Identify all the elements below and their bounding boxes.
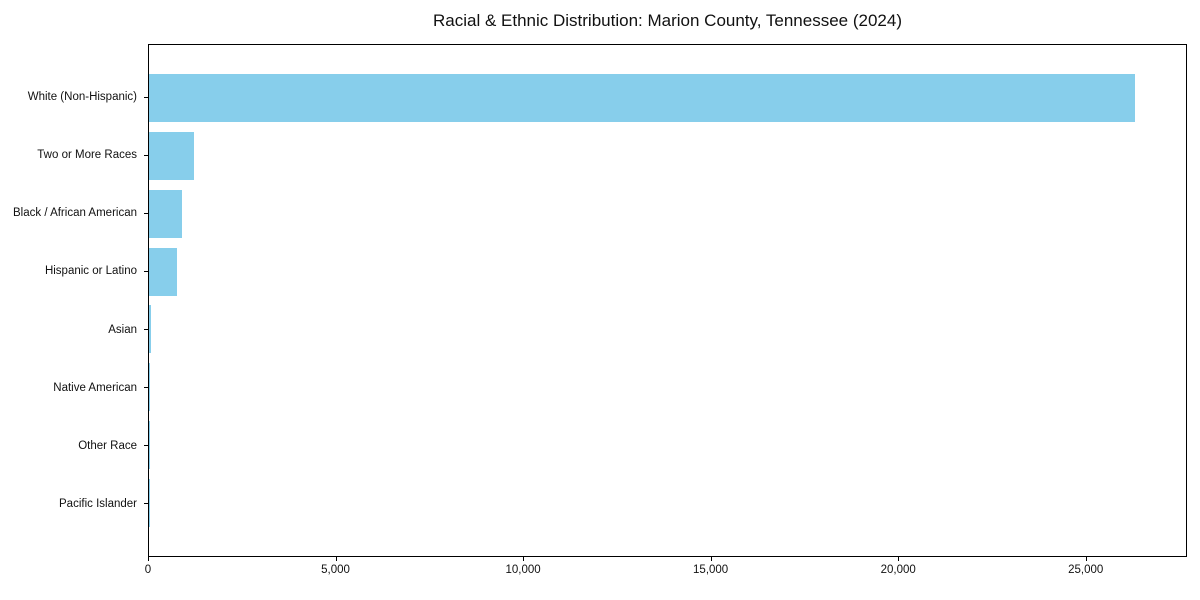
y-tick-mark	[144, 329, 148, 331]
y-tick-mark	[144, 212, 148, 214]
bar-row-asian	[149, 301, 1186, 359]
y-label-row-other-race: Other Race	[0, 417, 148, 475]
y-tick-mark	[144, 387, 148, 389]
x-tick-mark	[898, 557, 900, 561]
bar-asian	[149, 305, 151, 354]
y-label-row-pacific-islander: Pacific Islander	[0, 475, 148, 533]
bar-row-hispanic-or-latino	[149, 243, 1186, 301]
y-label-row-black-african-american: Black / African American	[0, 184, 148, 242]
x-tick-label: 20,000	[880, 564, 916, 576]
bar-row-pacific-islander	[149, 474, 1186, 532]
x-tick-label: 15,000	[693, 564, 729, 576]
x-tick-label: 25,000	[1068, 564, 1104, 576]
y-label-row-hispanic-or-latino: Hispanic or Latino	[0, 242, 148, 300]
y-label-row-two-or-more-races: Two or More Races	[0, 126, 148, 184]
bar-row-black-african-american	[149, 185, 1186, 243]
x-tick-mark	[523, 557, 525, 561]
bar-row-native-american	[149, 358, 1186, 416]
bar-row-other-race	[149, 416, 1186, 474]
x-tick-label: 0	[144, 564, 152, 576]
bar-two-or-more-races	[149, 131, 194, 180]
y-tick-label: Black / African American	[13, 207, 137, 220]
bar-white-non-hispanic	[149, 73, 1136, 122]
plot-area	[148, 44, 1187, 557]
x-tick-mark	[710, 557, 712, 561]
x-tick-mark	[1085, 557, 1087, 561]
x-tick-label: 10,000	[505, 564, 541, 576]
y-tick-mark	[144, 445, 148, 447]
y-label-row-native-american: Native American	[0, 359, 148, 417]
y-label-row-asian: Asian	[0, 301, 148, 359]
y-tick-label: Hispanic or Latino	[44, 265, 137, 278]
y-tick-mark	[144, 154, 148, 156]
x-tick-mark	[335, 557, 337, 561]
y-tick-label: Asian	[108, 323, 137, 336]
y-axis-labels: White (Non-Hispanic) Two or More Races Bla…	[0, 44, 148, 557]
y-tick-label: Other Race	[78, 439, 137, 452]
bar-hispanic-or-latino	[149, 247, 177, 296]
y-tick-label: Native American	[53, 381, 137, 394]
y-tick-mark	[144, 270, 148, 272]
bar-native-american	[149, 363, 151, 412]
x-tick-mark	[148, 557, 149, 561]
x-tick-label: 5,000	[321, 564, 350, 576]
y-tick-mark	[144, 503, 148, 505]
x-axis: 0 5,000 10,000 15,000 20,000 25,000	[144, 557, 1187, 593]
y-tick-label: White (Non-Hispanic)	[27, 91, 137, 104]
y-tick-label: Pacific Islander	[59, 497, 137, 510]
chart-title: Racial & Ethnic Distribution: Marion Cou…	[433, 11, 902, 30]
y-tick-mark	[144, 96, 148, 98]
bar-row-white-non-hispanic	[149, 69, 1186, 127]
bar-other-race	[149, 421, 150, 470]
bar-row-two-or-more-races	[149, 127, 1186, 185]
bar-rows	[149, 45, 1186, 556]
bar-black-african-american	[149, 189, 182, 238]
y-label-row-white-non-hispanic: White (Non-Hispanic)	[0, 68, 148, 126]
y-tick-label: Two or More Races	[37, 149, 137, 162]
